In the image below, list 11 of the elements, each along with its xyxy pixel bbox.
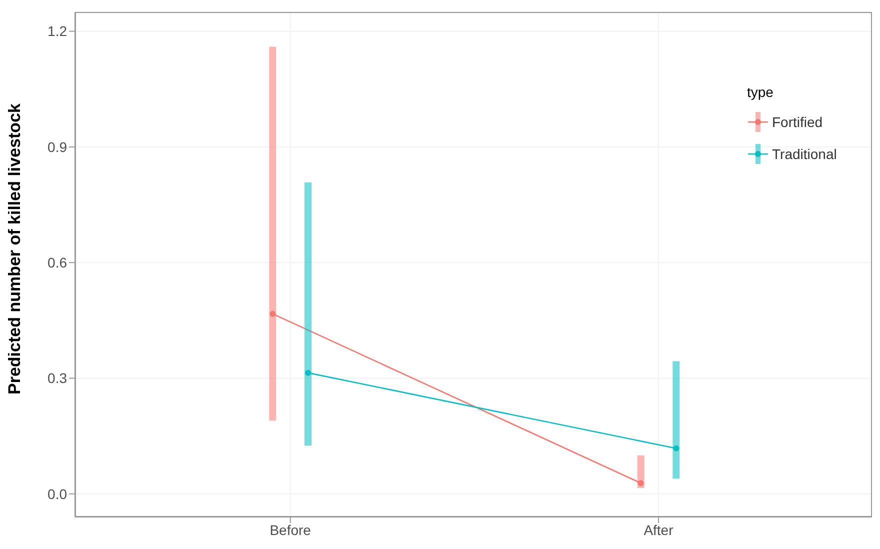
legend-label: Traditional — [772, 146, 837, 162]
y-tick-label: 0.0 — [48, 486, 68, 502]
x-tick-label: Before — [270, 522, 312, 538]
y-tick-label: 0.6 — [48, 254, 68, 271]
y-tick-label: 1.2 — [48, 23, 68, 40]
y-tick-label: 0.3 — [48, 370, 68, 386]
y-axis-title: Predicted number of killed livestock — [5, 102, 24, 394]
y-tick-label: 0.9 — [48, 138, 68, 155]
x-tick-label: After — [644, 522, 674, 538]
legend-title: type — [747, 84, 774, 100]
legend-label: Fortified — [772, 114, 823, 130]
